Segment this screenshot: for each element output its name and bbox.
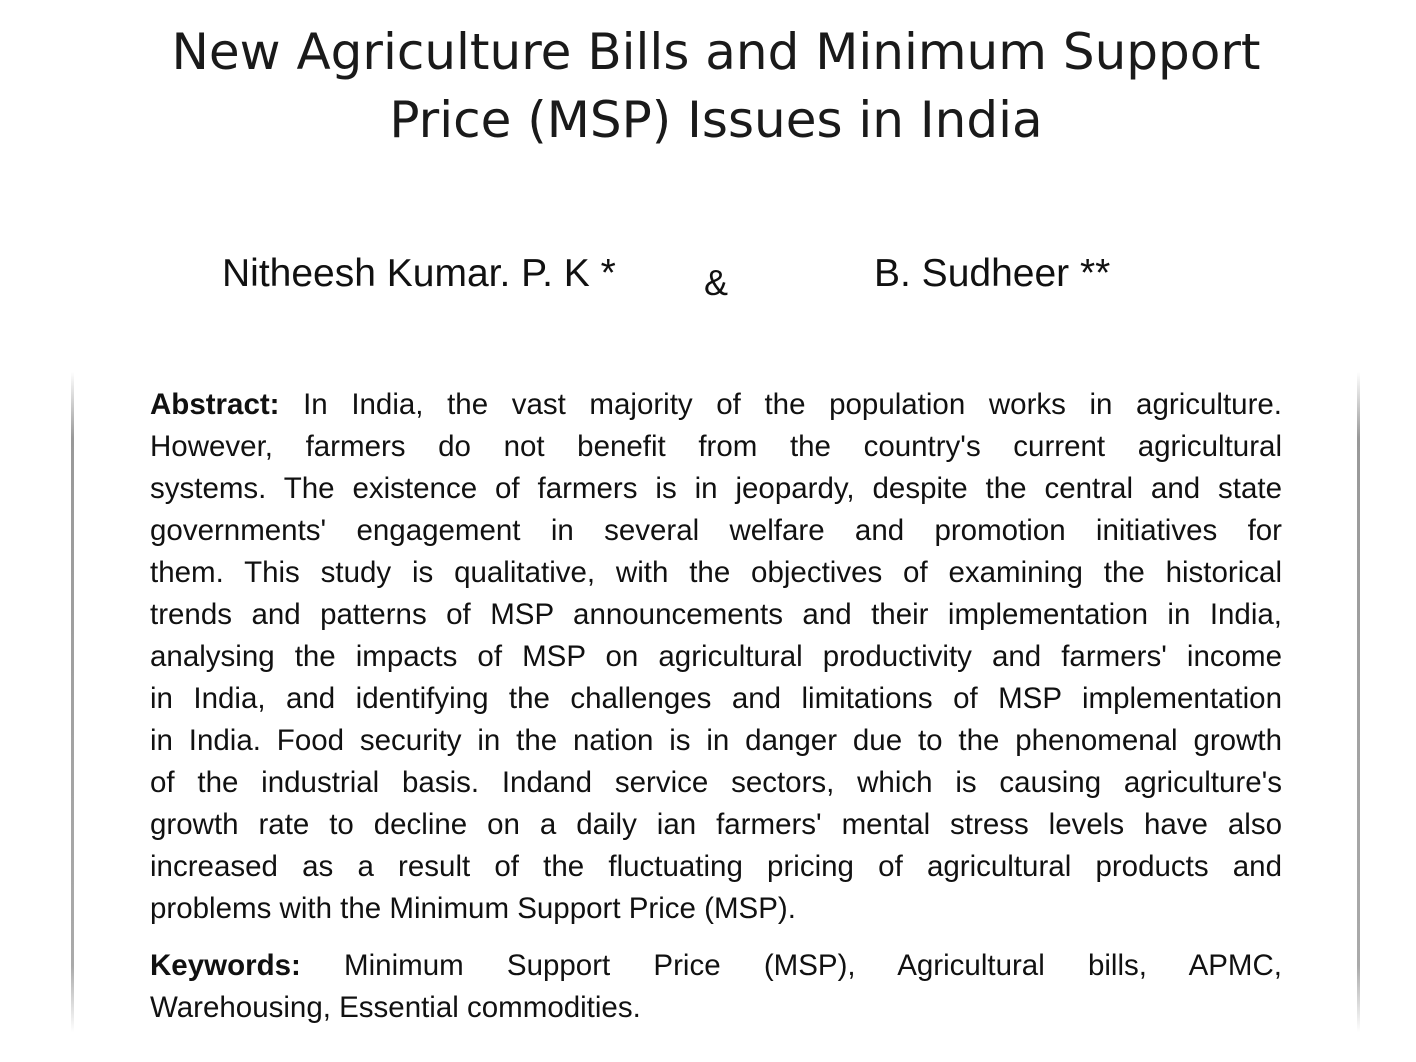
abstract-label: Abstract: [150,388,280,421]
abstract-line: in India. Food security in the nation is… [150,724,1282,757]
abstract: Abstract: In India, the vast majority of… [150,384,1282,930]
abstract-line: However, farmers do not benefit from the… [150,430,1282,463]
paper-title: New Agriculture Bills and Minimum Suppor… [0,18,1416,154]
keywords-line: Warehousing, Essential commodities. [150,991,641,1024]
abstract-line: governments' engagement in several welfa… [150,514,1282,547]
keywords: Keywords: Minimum Support Price (MSP), A… [150,945,1282,1029]
abstract-line: increased as a result of the fluctuating… [150,850,1282,883]
left-divider [71,372,74,1032]
abstract-line: them. This study is qualitative, with th… [150,556,1282,589]
keywords-label: Keywords: [150,949,301,982]
abstract-line: analysing the impacts of MSP on agricult… [150,640,1282,673]
abstract-line: trends and patterns of MSP announcements… [150,598,1282,631]
abstract-line: growth rate to decline on a daily ian fa… [150,808,1282,841]
author-1: Nitheesh Kumar. P. K * [222,252,616,295]
title-line-2: Price (MSP) Issues in India [389,91,1043,149]
right-divider [1357,372,1360,1032]
abstract-line: systems. The existence of farmers is in … [150,472,1282,505]
abstract-line: in India, and identifying the challenges… [150,682,1282,715]
abstract-line: In India, the vast majority of the popul… [303,388,1282,421]
keywords-line: Minimum Support Price (MSP), Agricultura… [344,949,1282,982]
abstract-line: of the industrial basis. Indand service … [150,766,1282,799]
author-2: B. Sudheer ** [874,252,1111,295]
abstract-line: problems with the Minimum Support Price … [150,892,796,925]
title-line-1: New Agriculture Bills and Minimum Suppor… [171,23,1261,81]
author-separator: & [704,262,729,303]
